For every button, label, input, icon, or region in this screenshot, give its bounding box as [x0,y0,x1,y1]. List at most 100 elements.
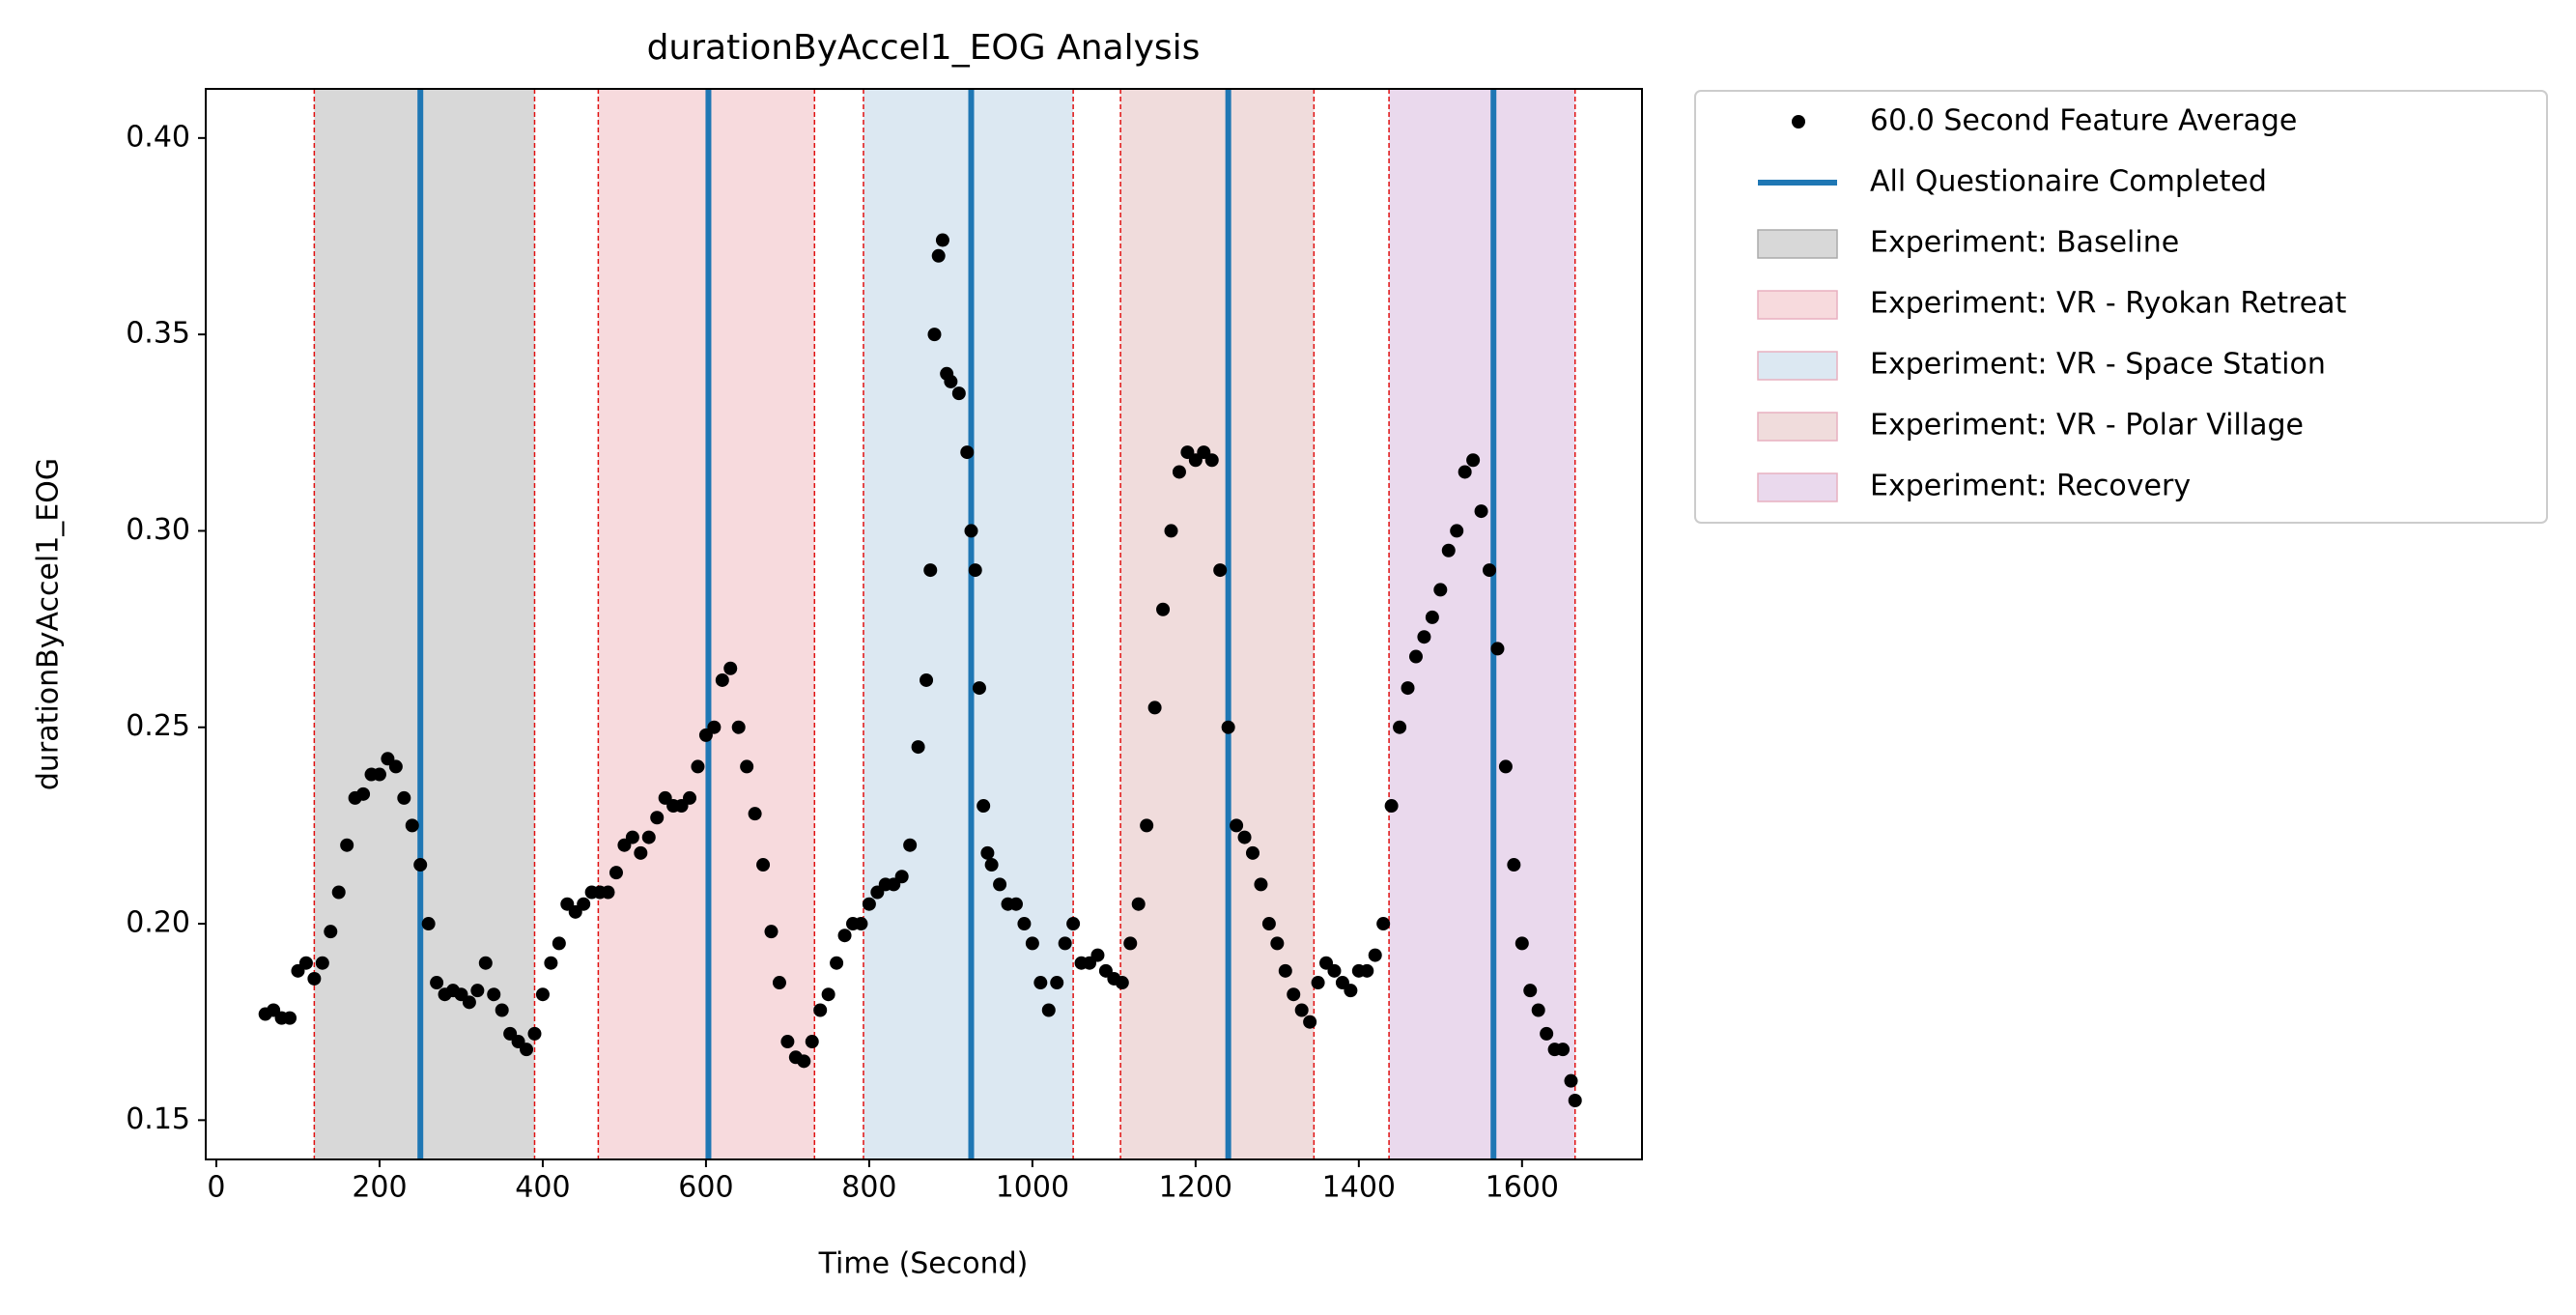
data-point [1458,465,1472,479]
data-point [731,720,746,734]
data-point [984,858,999,872]
data-point [372,767,386,782]
data-point [641,830,656,844]
data-point [405,818,419,833]
data-point [577,897,591,911]
legend-marker [1757,229,1838,259]
data-point [683,790,697,805]
data-point [1523,984,1538,998]
x-tick-label: 1400 [1322,1171,1396,1205]
data-point [478,956,493,970]
legend-label: Experiment: VR - Space Station [1870,348,2326,382]
legend-marker [1757,412,1838,442]
legend-label: Experiment: Baseline [1870,226,2179,260]
data-point [740,759,754,774]
legend-marker [1792,115,1805,129]
data-point [1556,1043,1571,1057]
data-point [1123,936,1138,951]
data-point [1344,984,1358,998]
data-point [1050,976,1064,990]
data-point [1507,858,1521,872]
data-point [780,1035,795,1049]
data-point [535,987,550,1002]
data-point [625,830,639,844]
data-point [388,759,403,774]
data-point [356,786,371,801]
data-point [1090,948,1105,962]
legend: 60.0 Second Feature Average All Questiona… [1694,90,2548,524]
data-point [1270,936,1285,951]
legend-label: Experiment: VR - Polar Village [1870,409,2304,443]
data-point [634,845,648,860]
data-point [470,984,485,998]
y-tick-label: 0.35 [126,317,190,351]
legend-marker [1757,290,1838,320]
plot-frame [205,88,1643,1160]
data-point [772,976,786,990]
y-tick-label: 0.25 [126,709,190,743]
data-point [723,661,738,675]
data-point [980,845,995,860]
data-point [520,1043,534,1057]
data-point [862,897,876,911]
data-point [1368,948,1382,962]
data-point [1483,563,1497,578]
x-tick-label: 1600 [1486,1171,1559,1205]
legend-marker [1757,351,1838,381]
data-point [968,563,982,578]
data-point [1417,630,1431,644]
x-tick-label: 600 [678,1171,733,1205]
data-point [1564,1073,1578,1088]
data-point [1531,1003,1545,1017]
data-point [813,1003,828,1017]
data-point [283,1011,297,1025]
data-point [1450,524,1464,538]
data-point [1294,1003,1309,1017]
data-point [324,925,338,939]
data-point [650,811,665,825]
data-point [1568,1094,1582,1108]
data-point [1384,799,1399,814]
data-point [1058,936,1072,951]
data-point [903,838,918,852]
y-tick-label: 0.40 [126,120,190,154]
data-point [1474,504,1488,519]
data-point [1221,720,1235,734]
data-point [1514,936,1529,951]
data-point [797,1054,811,1069]
data-point [1237,830,1252,844]
data-point [1498,759,1513,774]
y-axis-label: durationByAccel1_EOG [32,458,66,790]
x-tick-label: 400 [515,1171,570,1205]
data-point [935,233,949,247]
legend-label: All Questionaire Completed [1870,165,2267,199]
data-point [421,917,436,931]
data-point [1490,642,1505,656]
data-point [951,386,966,401]
data-point [1140,818,1154,833]
data-point [1115,976,1129,990]
legend-marker [1757,472,1838,502]
data-point [993,877,1007,892]
data-point [1147,700,1162,715]
x-axis-label: Time (Second) [818,1247,1029,1281]
data-point [837,929,852,943]
data-point [462,995,476,1010]
data-point [1156,602,1171,616]
data-point [927,328,942,342]
data-point [601,885,615,900]
data-point [331,885,346,900]
data-point [1172,465,1186,479]
x-tick-label: 1200 [1159,1171,1232,1205]
data-point [1033,976,1048,990]
data-point [1017,917,1032,931]
data-point [960,445,975,460]
chart-title: durationByAccel1_EOG Analysis [647,28,1201,68]
data-point [1433,583,1448,597]
data-point [1540,1026,1554,1041]
data-point [1311,976,1325,990]
data-point [931,248,946,263]
data-point [307,971,322,986]
data-point [397,790,411,805]
